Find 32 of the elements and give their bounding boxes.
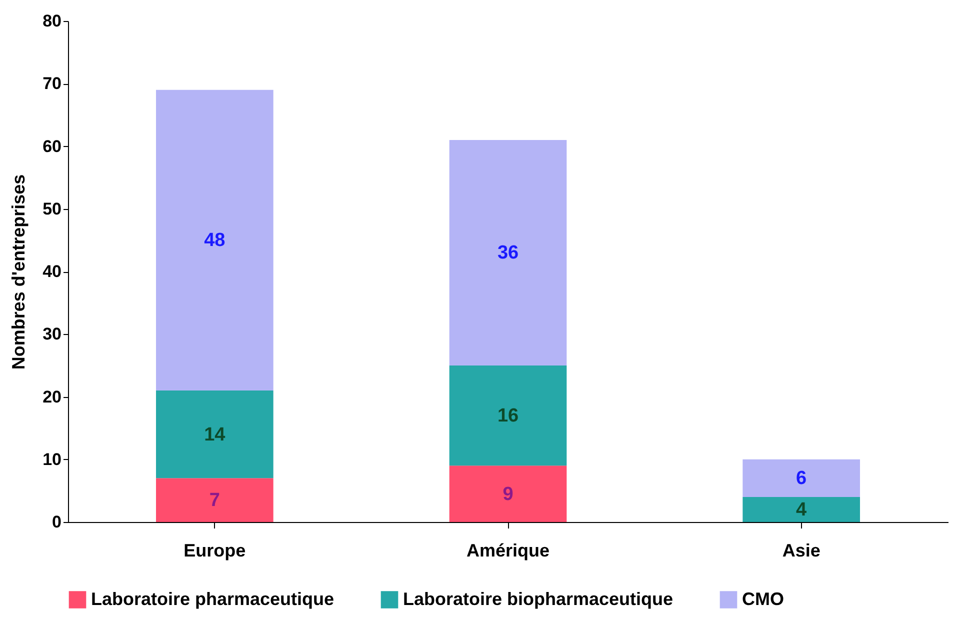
bar	[742, 496, 860, 522]
y-tick-label: 40	[42, 262, 62, 281]
y-tick-label: 50	[42, 199, 62, 218]
data-label: 16	[497, 406, 519, 427]
bar	[156, 478, 274, 522]
legend-label: CMO	[742, 588, 784, 609]
bar	[156, 390, 274, 478]
bar	[449, 466, 567, 522]
bar	[742, 459, 860, 497]
data-label: 36	[497, 242, 519, 264]
bar	[156, 90, 274, 390]
x-tick-label: Asie	[782, 540, 820, 560]
y-tick-label: 0	[52, 512, 62, 532]
data-label: 4	[796, 499, 808, 520]
y-tick-label: 80	[42, 12, 62, 30]
y-tick-label: 30	[42, 324, 62, 344]
data-label: 14	[204, 424, 226, 446]
bar	[449, 365, 567, 466]
y-tick-label: 60	[42, 136, 62, 156]
x-tick-label: Europe	[184, 540, 246, 560]
data-label: 48	[204, 230, 226, 252]
data-label: 6	[796, 468, 807, 490]
data-label: 7	[209, 490, 220, 512]
y-tick-label: 20	[42, 387, 62, 406]
legend-label: Laboratoire biopharmaceutique	[403, 588, 674, 609]
bar	[449, 140, 567, 366]
legend-label: Laboratoire pharmaceutique	[91, 588, 334, 609]
x-tick-label: Amérique	[466, 540, 550, 560]
y-tick-label: 10	[42, 450, 62, 469]
y-axis-title: Nombres d'entreprises	[8, 174, 29, 370]
data-label: 9	[502, 484, 514, 505]
y-tick-label: 70	[42, 74, 62, 94]
